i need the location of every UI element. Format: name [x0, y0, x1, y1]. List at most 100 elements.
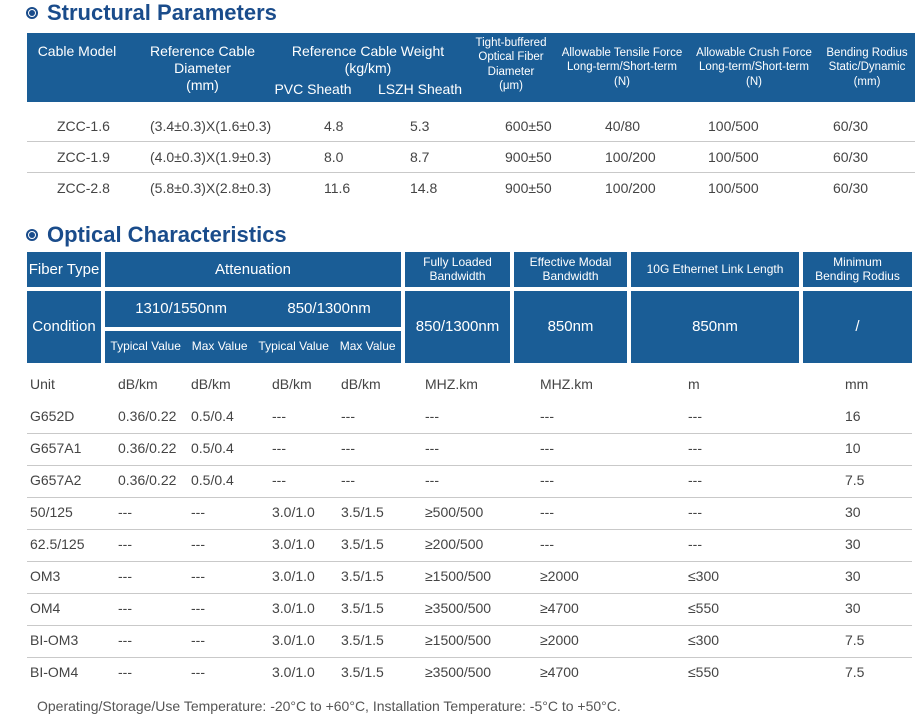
- cell-bending: 60/30: [833, 118, 869, 134]
- cell-typical-1310: ---: [118, 600, 132, 616]
- header-attenuation: Attenuation: [105, 252, 401, 287]
- cell-max-850: 3.5/1.5: [341, 632, 384, 648]
- cell-max-1310: 0.5/0.4: [191, 472, 234, 488]
- cell-effective-modal: ---: [540, 408, 554, 424]
- cell-fiber-type: G657A1: [30, 440, 82, 456]
- cell-link-length: ≤300: [688, 568, 720, 584]
- cell-fiber-type: 50/125: [30, 504, 73, 520]
- cell-bending: 30: [845, 504, 861, 520]
- cell-link-length: ---: [688, 536, 702, 552]
- header-fully-loaded-bandwidth: Fully Loaded Bandwidth: [405, 252, 510, 287]
- row-divider: [27, 141, 915, 142]
- cell-typical-850: ---: [272, 408, 286, 424]
- cell-fully-loaded: ---: [425, 408, 439, 424]
- cell-bending: mm: [845, 376, 869, 392]
- cell-max-1310: ---: [191, 664, 205, 680]
- cell-fiber-type: OM4: [30, 600, 61, 616]
- cell-fiber-type: G657A2: [30, 472, 82, 488]
- cell-fully-loaded: ≥1500/500: [425, 568, 492, 584]
- cell-max-1310: 0.5/0.4: [191, 440, 234, 456]
- cell-max-850: 3.5/1.5: [341, 664, 384, 680]
- cell-max-1310: 0.5/0.4: [191, 408, 234, 424]
- cell-tensile: 100/200: [605, 149, 656, 165]
- cell-fiber-type: 62.5/125: [30, 536, 85, 552]
- row-divider: [27, 593, 912, 594]
- header-tight-buffered: Tight-buffered Optical Fiber Diameter (μ…: [475, 37, 547, 93]
- cell-typical-1310: ---: [118, 504, 132, 520]
- cell-diameter: (5.8±0.3)X(2.8±0.3): [150, 180, 272, 196]
- cell-fully-loaded: ---: [425, 472, 439, 488]
- cell-bending: 7.5: [845, 664, 865, 680]
- header-lszh-sheath: LSZH Sheath: [377, 81, 463, 97]
- row-divider: [27, 497, 912, 498]
- cell-bending: 30: [845, 536, 861, 552]
- cell-lszh: 5.3: [410, 118, 430, 134]
- cell-fully-loaded: ≥500/500: [425, 504, 484, 520]
- cell-fully-loaded: ≥3500/500: [425, 600, 492, 616]
- condition-link-length: 850nm: [631, 291, 799, 363]
- cell-max-1310: ---: [191, 536, 205, 552]
- cell-typical-1310: 0.36/0.22: [118, 408, 177, 424]
- cell-lszh: 8.7: [410, 149, 430, 165]
- cell-bending: 16: [845, 408, 861, 424]
- cell-typical-850: 3.0/1.0: [272, 632, 315, 648]
- header-reference-diameter: Reference Cable Diameter (mm): [149, 43, 256, 93]
- cell-max-1310: ---: [191, 632, 205, 648]
- cell-fully-loaded: ≥3500/500: [425, 664, 492, 680]
- cell-model: ZCC-1.9: [57, 149, 110, 165]
- cell-crush: 100/500: [708, 149, 759, 165]
- temperature-note: Operating/Storage/Use Temperature: -20°C…: [37, 698, 621, 714]
- header-wavelengths: 1310/1550nm 850/1300nm: [105, 291, 401, 327]
- cell-max-1310: ---: [191, 504, 205, 520]
- cell-pvc: 4.8: [324, 118, 344, 134]
- structural-title-text: Structural Parameters: [47, 0, 277, 25]
- cell-bending: 60/30: [833, 180, 869, 196]
- wavelength-850-1300: 850/1300nm: [287, 300, 371, 318]
- cell-typical-1310: ---: [118, 664, 132, 680]
- cell-effective-modal: ≥4700: [540, 664, 579, 680]
- condition-fully-loaded: 850/1300nm: [405, 291, 510, 363]
- optical-section-title: Optical Characteristics: [26, 224, 287, 246]
- row-divider: [27, 433, 912, 434]
- cell-link-length: ---: [688, 472, 702, 488]
- typical-value-2: Typical Value: [258, 339, 329, 354]
- cell-pvc: 11.6: [324, 180, 351, 196]
- max-value-1: Max Value: [191, 339, 248, 354]
- cell-effective-modal: MHZ.km: [540, 376, 593, 392]
- cell-bending: 7.5: [845, 632, 865, 648]
- cell-effective-modal: ---: [540, 536, 554, 552]
- cell-fiber-type: BI-OM3: [30, 632, 79, 648]
- cell-effective-modal: ≥4700: [540, 600, 579, 616]
- cell-typical-1310: dB/km: [118, 376, 158, 392]
- cell-effective-modal: ---: [540, 504, 554, 520]
- header-pvc-sheath: PVC Sheath: [274, 81, 352, 97]
- cell-link-length: ≤300: [688, 632, 720, 648]
- header-cable-model: Cable Model: [37, 43, 117, 59]
- cell-max-850: ---: [341, 408, 355, 424]
- row-divider: [27, 561, 912, 562]
- cell-max-850: 3.5/1.5: [341, 600, 384, 616]
- cell-typical-850: 3.0/1.0: [272, 504, 315, 520]
- row-divider: [27, 625, 912, 626]
- cell-link-length: m: [688, 376, 700, 392]
- cell-effective-modal: ≥2000: [540, 568, 579, 584]
- cell-model: ZCC-2.8: [57, 180, 110, 196]
- structural-header-band: [27, 33, 915, 102]
- cell-bending: 10: [845, 440, 861, 456]
- cell-tight-diameter: 900±50: [505, 149, 552, 165]
- cell-tight-diameter: 600±50: [505, 118, 552, 134]
- structural-section-title: Structural Parameters: [26, 2, 277, 24]
- cell-fiber-type: Unit: [30, 376, 55, 392]
- cell-typical-1310: 0.36/0.22: [118, 440, 177, 456]
- cell-max-850: ---: [341, 440, 355, 456]
- cell-tensile: 40/80: [605, 118, 641, 134]
- cell-link-length: ≤550: [688, 600, 720, 616]
- cell-effective-modal: ---: [540, 440, 554, 456]
- header-bending-radius: Bending Rodius Static/Dynamic (mm): [826, 47, 908, 88]
- header-effective-modal-bandwidth: Effective Modal Bandwidth: [514, 252, 627, 287]
- condition-bending: /: [803, 291, 912, 363]
- header-tensile-force: Allowable Tensile Force Long-term/Short-…: [561, 47, 683, 88]
- cell-fiber-type: G652D: [30, 408, 75, 424]
- cell-typical-1310: ---: [118, 632, 132, 648]
- max-value-2: Max Value: [339, 339, 396, 354]
